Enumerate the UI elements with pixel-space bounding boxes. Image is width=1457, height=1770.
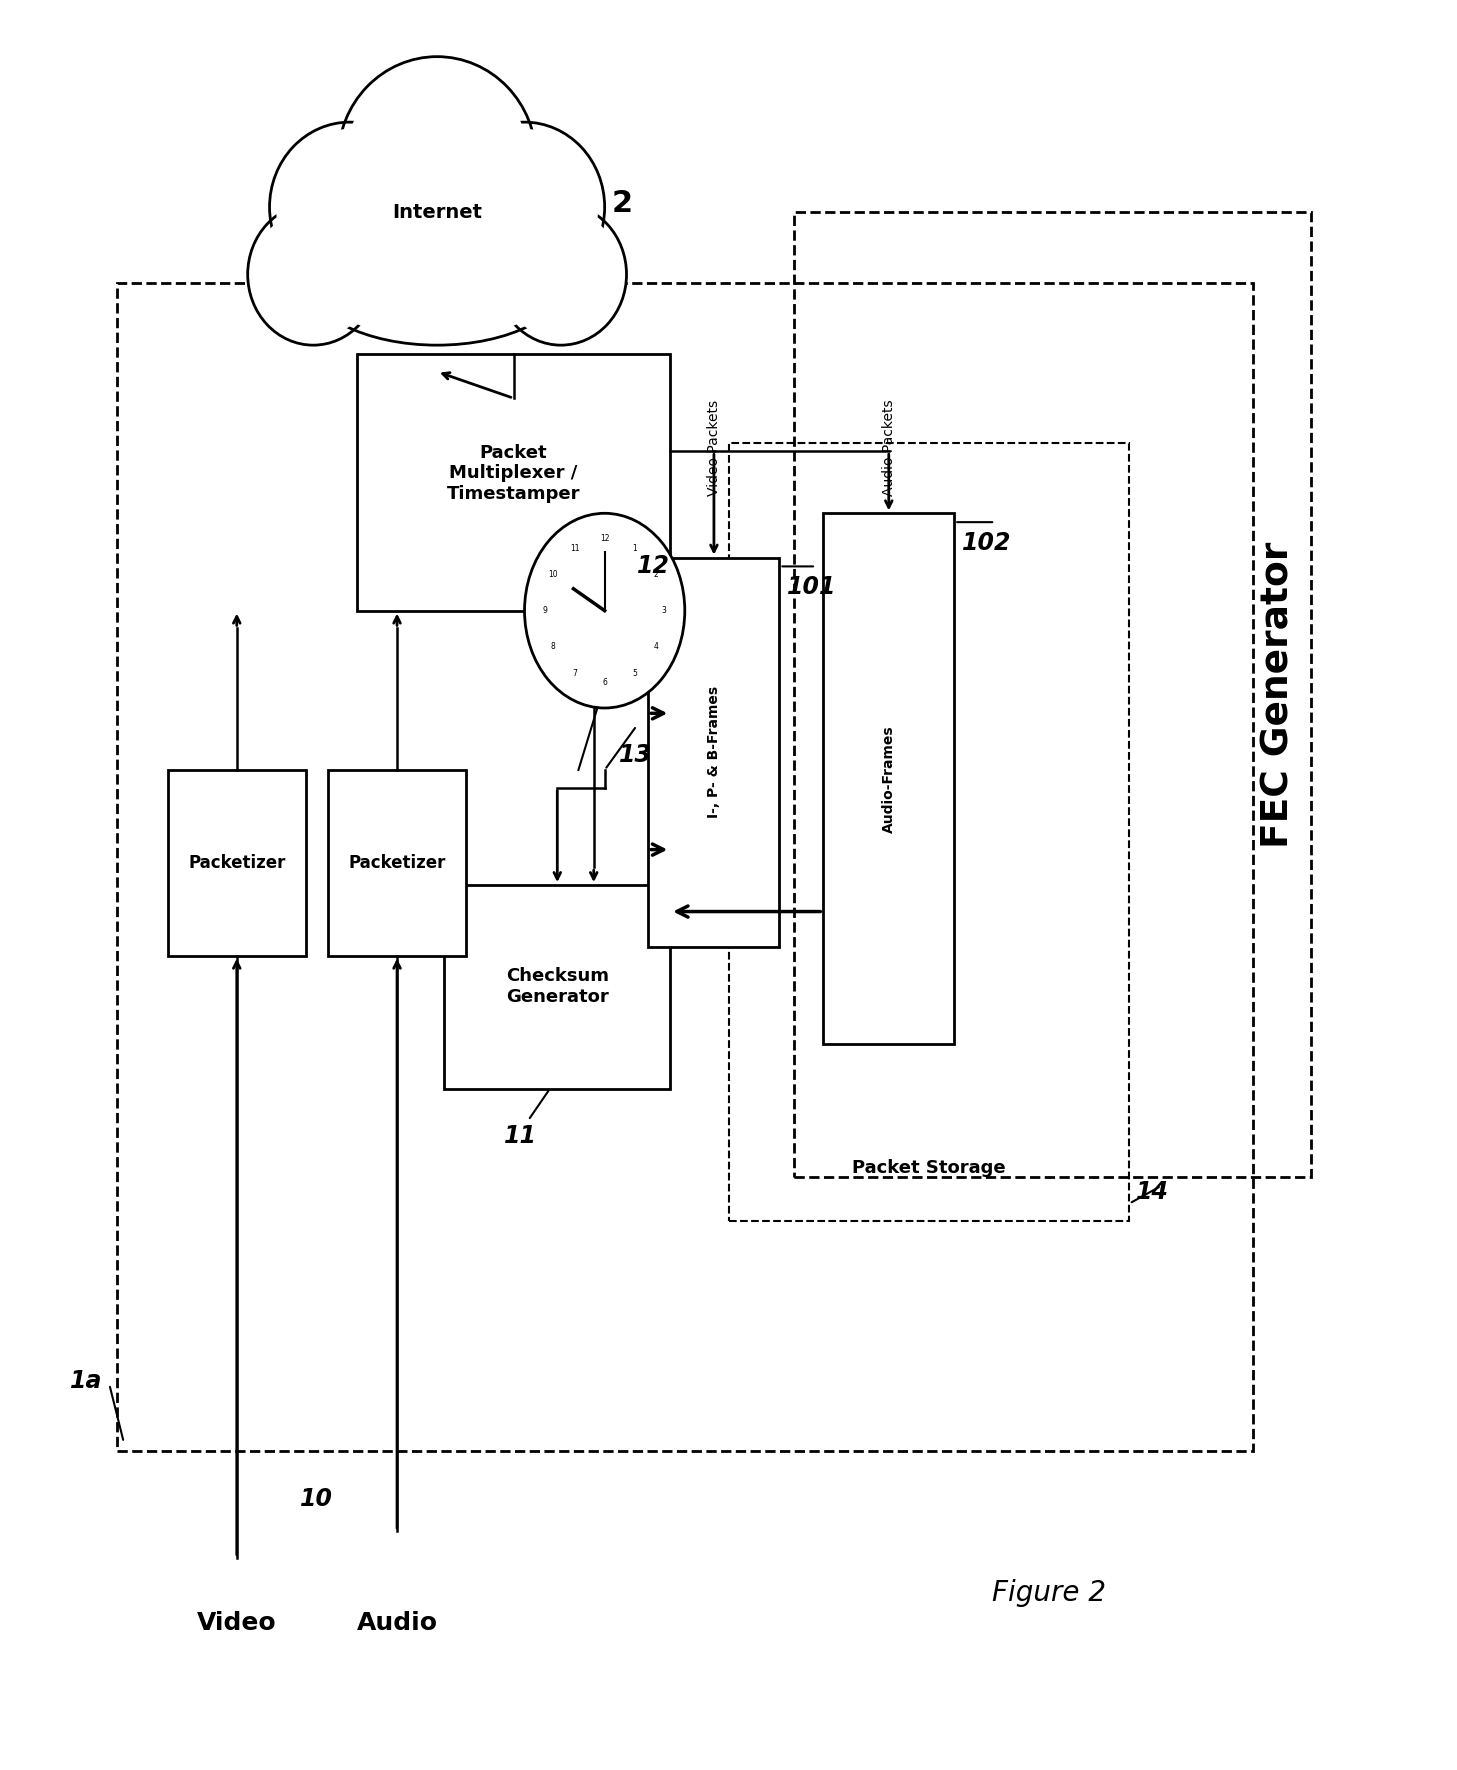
Ellipse shape: [316, 216, 558, 340]
Text: 3: 3: [661, 605, 666, 616]
Text: Audio: Audio: [357, 1611, 437, 1635]
Text: Video Packets: Video Packets: [707, 400, 721, 496]
Text: 6: 6: [602, 678, 608, 687]
Text: Internet: Internet: [392, 204, 482, 221]
Text: FEC Generator: FEC Generator: [1260, 542, 1297, 848]
Text: 5: 5: [632, 669, 637, 678]
Text: 102: 102: [962, 531, 1011, 556]
Text: 1a: 1a: [70, 1368, 102, 1393]
Bar: [444, 885, 670, 1089]
Bar: [648, 558, 779, 947]
Text: 8: 8: [551, 643, 555, 651]
Text: Packet
Multiplexer /
Timestamper: Packet Multiplexer / Timestamper: [447, 444, 580, 503]
Text: 13: 13: [619, 743, 653, 768]
Text: 1: 1: [632, 543, 637, 552]
Ellipse shape: [306, 211, 568, 345]
Bar: [328, 770, 466, 956]
Circle shape: [525, 513, 685, 708]
Bar: [823, 513, 954, 1044]
Text: Checksum
Generator: Checksum Generator: [506, 968, 609, 1005]
Bar: [117, 283, 1253, 1451]
Ellipse shape: [270, 122, 430, 292]
Text: Packetizer: Packetizer: [348, 853, 446, 873]
Bar: [168, 770, 306, 956]
Ellipse shape: [495, 204, 627, 345]
Text: 11: 11: [504, 1124, 538, 1149]
Ellipse shape: [345, 65, 529, 253]
Text: 2: 2: [612, 189, 632, 218]
Text: 12: 12: [638, 554, 670, 579]
Ellipse shape: [275, 129, 424, 285]
Text: 9: 9: [543, 605, 548, 616]
Text: Video: Video: [197, 1611, 277, 1635]
Text: 11: 11: [570, 543, 580, 552]
Ellipse shape: [501, 209, 621, 340]
Text: 7: 7: [573, 669, 577, 678]
Text: 10: 10: [300, 1487, 334, 1512]
Text: 4: 4: [654, 643, 659, 651]
Ellipse shape: [450, 129, 599, 285]
Bar: [794, 212, 1311, 1177]
Text: Audio Packets: Audio Packets: [881, 398, 896, 496]
Text: 10: 10: [548, 570, 558, 579]
Text: Packetizer: Packetizer: [188, 853, 286, 873]
Bar: [357, 354, 670, 611]
Text: Figure 2: Figure 2: [992, 1579, 1106, 1607]
Text: I-, P- & B-Frames: I-, P- & B-Frames: [707, 687, 721, 818]
Ellipse shape: [444, 122, 605, 292]
Ellipse shape: [248, 204, 379, 345]
Text: 101: 101: [787, 575, 836, 600]
Bar: [728, 442, 1129, 1221]
Text: 2: 2: [654, 570, 659, 579]
Text: 14: 14: [1136, 1179, 1170, 1204]
Text: Audio-Frames: Audio-Frames: [881, 726, 896, 832]
Text: Packet Storage: Packet Storage: [852, 1159, 1005, 1177]
Ellipse shape: [338, 57, 536, 262]
Ellipse shape: [254, 209, 373, 340]
Text: 12: 12: [600, 535, 609, 543]
